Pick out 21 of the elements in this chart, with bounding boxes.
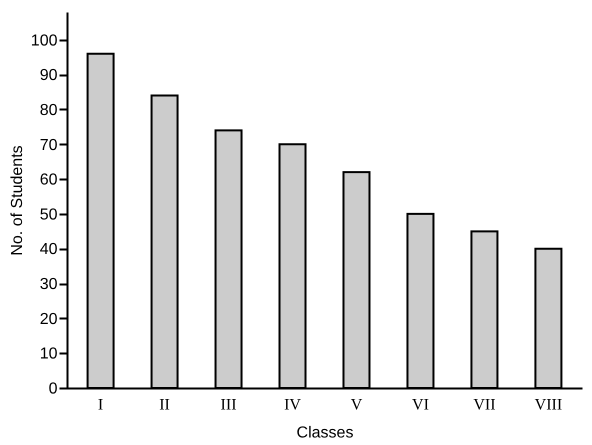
x-tick-label: II <box>159 396 170 414</box>
y-tick-label: 60 <box>40 172 58 189</box>
y-tick-label: 80 <box>40 102 58 119</box>
y-tick-label: 30 <box>40 276 58 294</box>
x-tick-label: VIII <box>534 396 562 414</box>
y-tick-label: 90 <box>40 67 58 84</box>
x-tick-label: III <box>220 396 237 414</box>
y-tick-label: 100 <box>30 32 58 50</box>
y-tick-label: 20 <box>40 310 58 328</box>
x-tick-label: VII <box>473 396 496 414</box>
y-tick-label: 50 <box>40 206 58 224</box>
y-axis-title: No. of Students <box>8 145 26 256</box>
y-tick-label: 10 <box>40 346 58 363</box>
x-tick-label: IV <box>284 396 302 414</box>
x-tick-label: VI <box>412 396 429 414</box>
x-axis-title: Classes <box>296 424 354 442</box>
x-tick-label: V <box>350 396 363 414</box>
y-tick-label: 0 <box>48 380 58 398</box>
x-tick-label: I <box>98 396 104 414</box>
y-tick-label: 40 <box>40 241 58 258</box>
y-tick-label: 70 <box>40 136 58 154</box>
